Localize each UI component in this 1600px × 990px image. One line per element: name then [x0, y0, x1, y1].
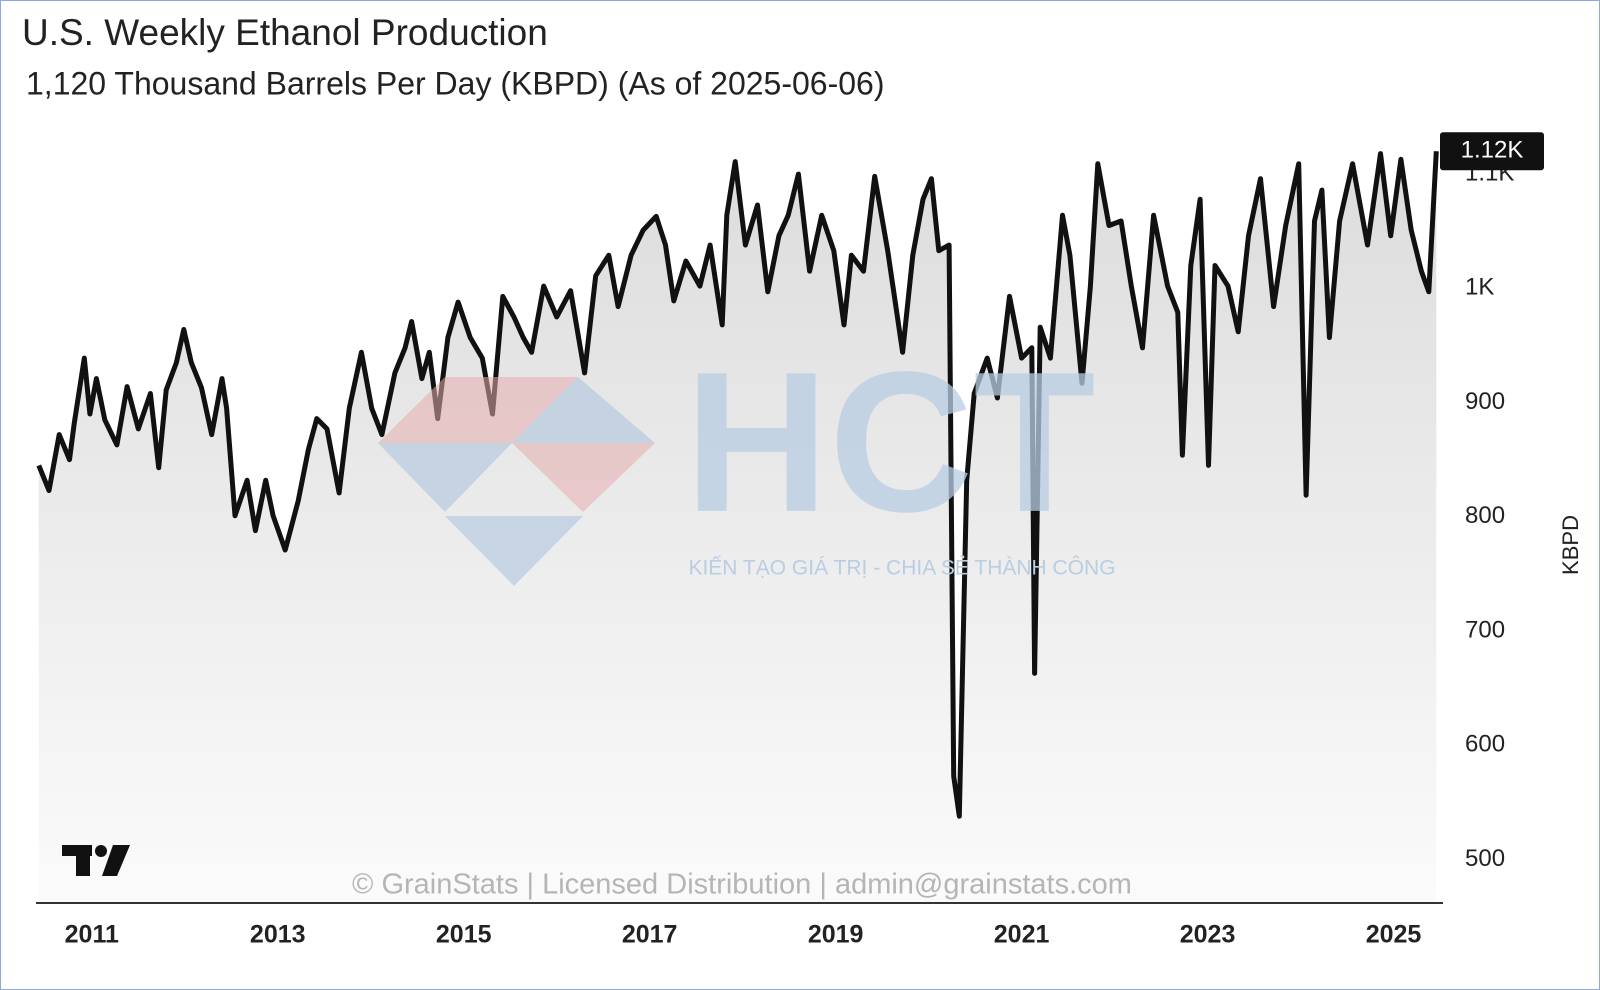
x-tick-label: 2023 — [1180, 921, 1236, 949]
y-axis-label: KBPD — [1558, 515, 1583, 575]
watermark-tagline: KIẾN TẠO GIÁ TRỊ - CHIA SẺ THÀNH CÔNG — [688, 557, 1115, 580]
x-tick-label: 2017 — [622, 921, 678, 949]
watermark-logo-shapes — [378, 377, 655, 586]
logo-triangle — [378, 377, 512, 443]
line — [36, 151, 1439, 819]
logo-triangle — [445, 516, 583, 586]
logo-part — [76, 845, 90, 876]
x-tick-label: 2019 — [808, 921, 864, 949]
tradingview-logo — [62, 845, 130, 876]
x-tick-label: 2015 — [436, 921, 492, 949]
y-tick-label: 900 — [1465, 388, 1505, 415]
logo-triangle — [512, 377, 655, 443]
y-tick-label: 600 — [1465, 731, 1505, 758]
y-tick-label: 1K — [1465, 274, 1494, 301]
chart-title: U.S. Weekly Ethanol Production — [22, 12, 548, 53]
watermark-copyright: © GrainStats | Licensed Distribution | a… — [352, 869, 1132, 901]
logo-triangle — [512, 443, 655, 512]
last-value-tag — [1440, 132, 1544, 171]
logo-triangle — [378, 443, 512, 512]
last-value-label: 1.12K — [1461, 137, 1524, 164]
y-tick-label: 500 — [1465, 845, 1505, 872]
plot-area — [36, 151, 1439, 904]
x-tick-label: 2021 — [994, 921, 1050, 949]
chart-subtitle: 1,120 Thousand Barrels Per Day (KBPD) (A… — [26, 65, 885, 101]
x-tick-label: 2013 — [250, 921, 306, 949]
x-tick-label: 2025 — [1366, 921, 1422, 949]
logo-triangle — [445, 377, 578, 443]
logo-part — [102, 845, 130, 876]
y-tick-label: 800 — [1465, 502, 1505, 529]
watermark-logo: HCT — [684, 331, 1095, 554]
y-tick-label: 700 — [1465, 616, 1505, 643]
logo-part — [95, 845, 107, 857]
x-tick-label: 2011 — [65, 921, 119, 949]
